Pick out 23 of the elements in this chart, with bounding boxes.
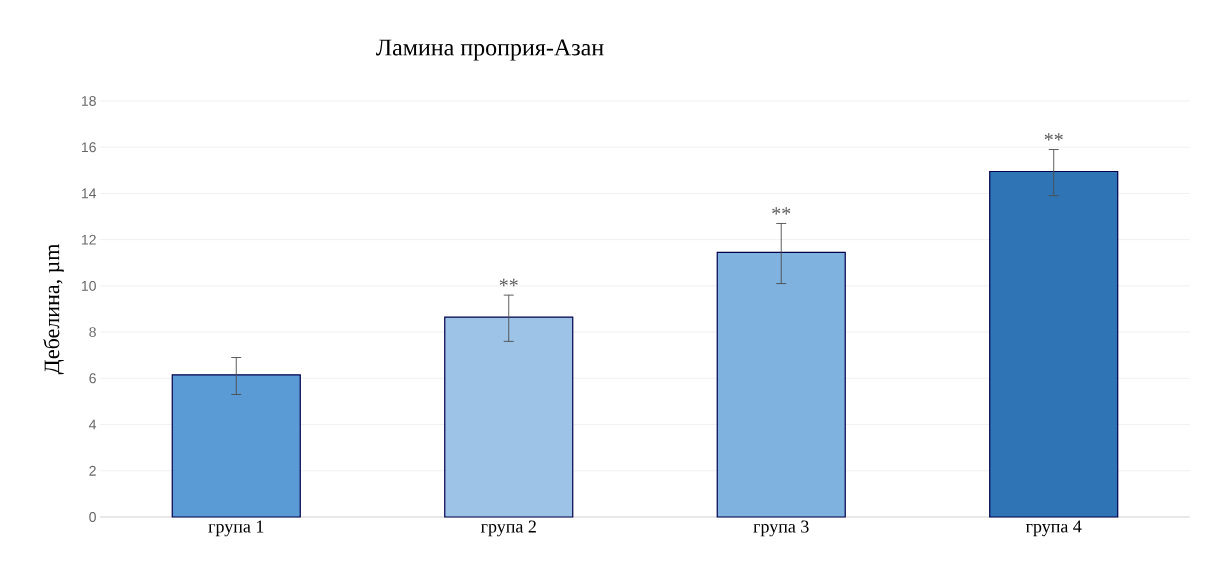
bar: [716, 251, 846, 518]
y-tick-label: 10: [81, 280, 96, 291]
y-tick-label: 12: [81, 234, 96, 245]
bar: [171, 374, 301, 518]
y-tick-label: 18: [81, 96, 96, 106]
x-tick-label: група 4: [1025, 520, 1082, 537]
y-axis-title: Дебелина, µm: [43, 243, 64, 375]
y-tick-label: 14: [81, 188, 97, 199]
annotation: **: [772, 207, 791, 215]
y-tick-label: 0: [89, 512, 96, 522]
x-tick-label: група 1: [208, 520, 264, 537]
y-tick-label: 8: [89, 327, 96, 338]
chart-title: Ламина проприя-Азан: [376, 39, 604, 61]
x-tick-label: група 2: [480, 520, 536, 537]
y-tick-label: 6: [89, 373, 96, 384]
bar: [989, 170, 1119, 518]
bar: [444, 316, 574, 518]
y-tick-label: 2: [89, 465, 96, 476]
y-tick-label: 16: [81, 142, 96, 153]
y-tick-label: 4: [89, 419, 97, 430]
x-tick-label: група 3: [753, 520, 809, 537]
annotation: **: [499, 278, 518, 287]
annotation: **: [1044, 133, 1063, 141]
